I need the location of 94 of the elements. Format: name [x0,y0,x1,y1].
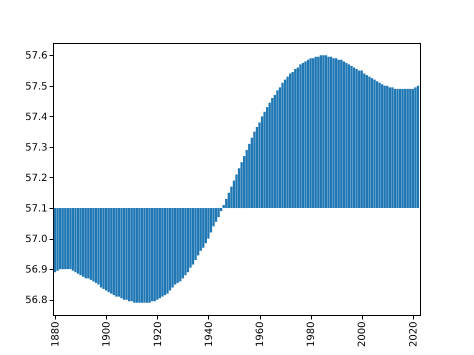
x-tick-label: 2020 [408,322,420,347]
x-tick-label: 1920 [152,322,164,347]
bar [414,87,417,208]
bar [64,208,66,270]
bar [102,208,105,290]
y-tick-label: 57.0 [25,234,48,246]
bar [174,208,176,284]
bar [388,87,391,208]
x-tick-label: 1900 [102,322,113,347]
bar [401,88,404,208]
bar [125,208,128,300]
bar [202,208,204,248]
bar [171,208,174,288]
bar [317,56,320,208]
bar [62,208,64,270]
bar [294,68,296,208]
y-tick-label: 57.3 [25,142,48,154]
bar [136,208,138,303]
bar [179,208,182,282]
y-tick-label: 57.6 [25,50,48,62]
bar [381,84,384,208]
bar [128,208,130,302]
x-tick-label: 1960 [255,322,266,347]
bar [156,208,158,300]
bar [110,208,112,294]
bar [363,74,366,208]
y-tick-label: 56.8 [25,295,48,306]
bar [66,208,69,270]
bar [312,58,314,208]
bar [133,208,136,303]
bar [340,60,342,208]
bar [384,86,386,208]
bar [299,64,302,208]
y-tick-label: 57.1 [25,204,48,215]
x-tick-label: 1980 [306,322,318,347]
bar [289,74,292,208]
y-tick-label: 57.4 [25,112,48,123]
bar [332,58,335,208]
bar [90,208,92,280]
bar [292,72,294,208]
y-tick-label: 56.9 [25,264,48,276]
bar [176,208,179,283]
bar [207,208,210,239]
bar [59,208,62,270]
bar [368,76,371,208]
bar [412,88,414,208]
x-tick-label: 2000 [357,322,368,347]
x-tick-label: 1880 [50,322,62,347]
bar [69,208,72,270]
bar [92,208,95,282]
bar [130,208,133,302]
bar [378,82,381,208]
bar [138,208,141,303]
bar [338,60,340,208]
bar [105,208,108,291]
bar [184,208,187,276]
bar [158,208,161,298]
bar [345,62,348,208]
bar [182,208,184,278]
bar [309,58,312,208]
x-tick-label: 1940 [204,322,215,347]
bar [286,76,289,208]
bar [108,208,110,292]
bar [406,88,409,208]
bar [404,88,406,208]
bar [271,98,274,208]
bar [56,208,59,271]
bar [87,208,90,278]
bar [112,208,115,296]
bar [84,208,87,278]
bar [276,90,279,208]
bar [154,208,156,302]
bar [358,70,360,208]
bar [391,87,394,208]
bar [274,94,276,208]
bar [320,55,322,208]
bar [355,68,358,208]
bar [314,56,317,208]
bar [161,208,164,297]
bar [296,67,299,208]
y-tick-label: 57.5 [25,81,48,92]
bar [360,70,363,208]
bar [386,86,388,208]
bar [82,208,84,277]
bar [148,208,151,303]
y-tick-label: 57.2 [25,172,48,184]
bar [366,75,368,208]
bar [151,208,154,302]
bar [79,208,82,276]
bar [322,55,325,208]
bar [335,58,338,208]
bar [409,88,412,208]
bar [115,208,118,297]
bar [342,61,345,208]
